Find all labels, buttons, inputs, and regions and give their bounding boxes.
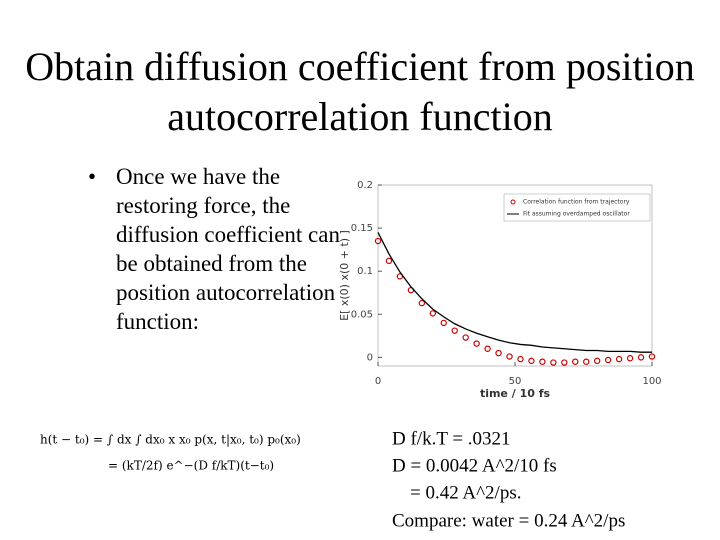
result: D f/k.T = .0321: [392, 428, 511, 449]
data-point: [473, 340, 480, 347]
data-point: [615, 355, 623, 363]
data-point: [462, 334, 469, 341]
data-point: [484, 345, 491, 352]
data-point: [528, 357, 535, 365]
legend-label: Fit assuming overdamped oscillator: [523, 211, 630, 218]
y-tick-label: 0.15: [351, 223, 373, 234]
data-point: [550, 359, 557, 366]
data-point: [440, 319, 447, 327]
bullet: Once we have the restoring force, the di…: [88, 162, 356, 336]
data-point: [604, 356, 612, 364]
result: Compare: water = 0.24 A^2/ps: [392, 510, 625, 531]
x-tick-label: 0: [375, 376, 381, 387]
y-tick-label: 0: [367, 352, 373, 363]
data-point: [539, 358, 546, 365]
x-tick-label: 100: [642, 376, 661, 387]
equation: h(t − t₀) = ∫ dx ∫ dx₀ x x₀ p(x, t|x₀, t…: [40, 433, 301, 447]
x-tick-label: 50: [509, 376, 522, 387]
data-point: [429, 310, 436, 317]
data-point: [648, 353, 656, 360]
data-point: [418, 299, 426, 307]
y-tick-label: 0.1: [357, 266, 373, 277]
data-point: [385, 257, 393, 265]
legend-box: [503, 193, 651, 222]
fit-line: [377, 232, 652, 353]
data-point: [626, 355, 634, 362]
legend-marker: [510, 199, 516, 205]
x-axis-label: time / 10 fs: [480, 387, 551, 400]
data-point: [572, 358, 579, 365]
legend-label: Correlation function from trajectory: [523, 199, 630, 206]
equation: = (kT/2f) e^−(D f/kT)(t−t₀): [108, 459, 274, 473]
data-point: [451, 327, 458, 334]
data-point: [594, 357, 601, 365]
data-point: [517, 355, 524, 363]
result: = 0.42 A^2/ps.: [410, 482, 521, 503]
data-point: [374, 237, 382, 245]
y-tick-label: 0.2: [357, 180, 373, 191]
y-tick-label: 0.05: [351, 309, 373, 320]
data-point: [495, 349, 502, 357]
data-point: [561, 359, 568, 366]
data-point: [637, 354, 645, 361]
y-axis-label: E[ x(0) x(0 + t) ]: [338, 230, 351, 321]
data-point: [583, 358, 590, 365]
data-point: [506, 353, 513, 360]
slide-title: Obtain diffusion coefficient from positi…: [25, 44, 695, 139]
result: D = 0.0042 A^2/10 fs: [392, 455, 557, 476]
